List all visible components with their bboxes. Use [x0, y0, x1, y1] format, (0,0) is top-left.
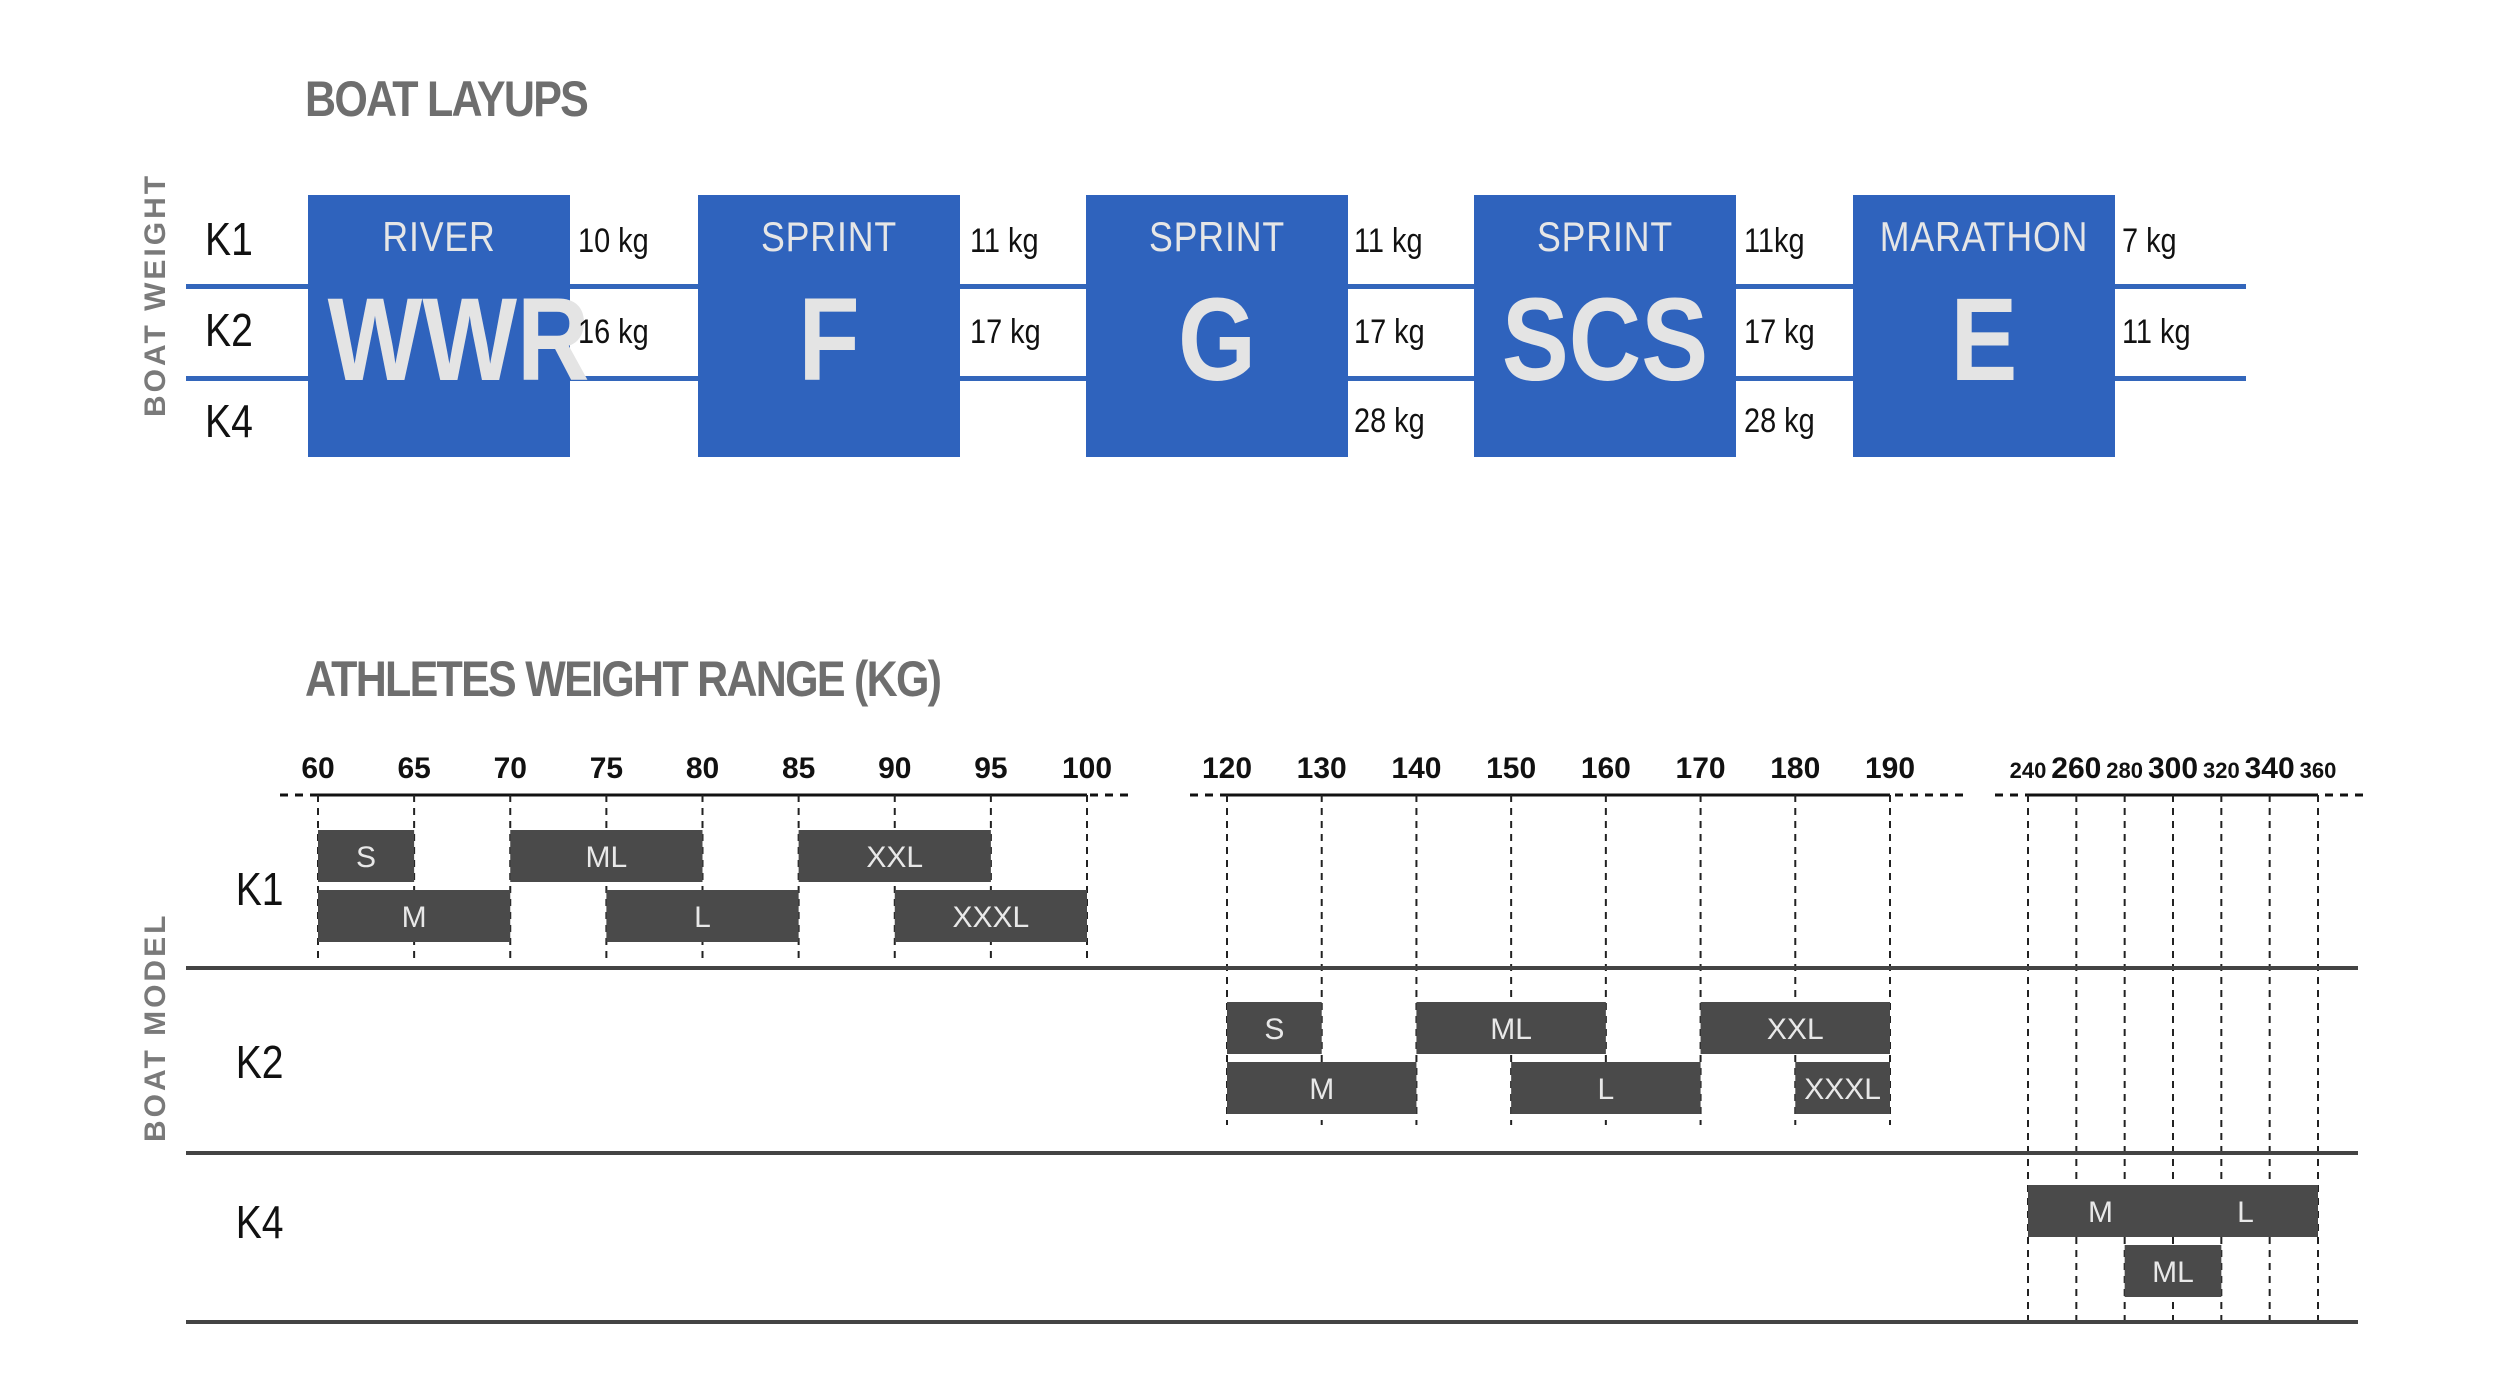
range-bar — [1795, 1062, 1890, 1114]
layup-weight: 17 kg — [1744, 313, 1815, 351]
layup-category: SPRINT — [760, 213, 897, 260]
range-bar-label: XXXL — [1804, 1073, 1881, 1106]
layup-weight: 17 kg — [1354, 313, 1425, 351]
range-bar-label: S — [1264, 1013, 1284, 1046]
weight-range-title: ATHLETES WEIGHT RANGE (KG) — [305, 651, 942, 707]
tick-label: 150 — [1486, 752, 1536, 785]
layup-weight: 28 kg — [1744, 402, 1815, 440]
boat-row-label: K4 — [236, 1197, 284, 1249]
layup-box-wwr: RIVER WWR — [308, 195, 590, 457]
range-bar — [798, 830, 991, 882]
range-bar-label: M — [1309, 1073, 1334, 1106]
layup-box-f: SPRINT F — [698, 195, 960, 457]
tick-label: 180 — [1770, 752, 1820, 785]
tick-label: 170 — [1676, 752, 1726, 785]
tick-label: 80 — [686, 752, 719, 785]
tick-label: 360 — [2300, 758, 2337, 783]
layup-row-label-k4: K4 — [205, 395, 253, 447]
layup-weight: 11 kg — [1354, 222, 1423, 260]
tick-label: 190 — [1865, 752, 1915, 785]
tick-label: 300 — [2148, 752, 2198, 785]
layup-weight: 16 kg — [578, 313, 649, 351]
tick-label: 95 — [974, 752, 1007, 785]
range-bar-label: ML — [2152, 1256, 2194, 1289]
tick-label: 140 — [1391, 752, 1441, 785]
layup-weight: 10 kg — [578, 222, 649, 260]
tick-label: 85 — [782, 752, 815, 785]
tick-label: 90 — [878, 752, 911, 785]
range-bar-label: XXL — [866, 841, 923, 874]
layup-weight: 11kg — [1744, 222, 1805, 260]
range-bar — [1227, 1062, 1417, 1114]
tick-label: 75 — [590, 752, 623, 785]
layup-code: E — [1950, 274, 2018, 406]
layup-row-label-k2: K2 — [205, 304, 253, 356]
range-bar — [894, 890, 1087, 942]
range-bar-label: ML — [586, 841, 628, 874]
tick-label: 160 — [1581, 752, 1631, 785]
range-bar-label: L — [694, 901, 711, 934]
layup-code: F — [798, 274, 860, 406]
layup-code: WWR — [327, 274, 590, 406]
layup-code: G — [1177, 274, 1257, 406]
layup-category: MARATHON — [1879, 213, 2089, 260]
tick-label: 260 — [2051, 752, 2101, 785]
tick-label: 240 — [2010, 758, 2047, 783]
range-bar — [1511, 1062, 1701, 1114]
range-bar — [1416, 1002, 1606, 1054]
tick-label: 320 — [2203, 758, 2240, 783]
boat-layups-title: BOAT LAYUPS — [305, 71, 589, 127]
range-bar-label: L — [1598, 1073, 1615, 1106]
layup-category: SPRINT — [1536, 213, 1673, 260]
range-bar — [606, 890, 799, 942]
range-bar-label: M — [2088, 1196, 2113, 1229]
range-bar-label: L — [2237, 1196, 2254, 1229]
range-bar-label: S — [356, 841, 376, 874]
boat-row-label: K1 — [236, 864, 284, 916]
range-bar — [510, 830, 703, 882]
range-bar — [318, 830, 415, 882]
layup-weight: 11 kg — [2122, 313, 2191, 351]
tick-label: 70 — [494, 752, 527, 785]
layup-code: SCS — [1501, 274, 1709, 406]
tick-label: 100 — [1062, 752, 1112, 785]
range-bar — [2173, 1185, 2318, 1237]
layup-category: SPRINT — [1148, 213, 1285, 260]
tick-label: 120 — [1202, 752, 1252, 785]
layup-category: RIVER — [382, 213, 496, 260]
range-bar — [2124, 1245, 2222, 1297]
range-bar-label: XXXL — [953, 901, 1030, 934]
range-bar — [2028, 1185, 2173, 1237]
layup-box-scs: SPRINT SCS — [1474, 195, 1736, 457]
tick-label: 340 — [2245, 752, 2295, 785]
range-bar-label: M — [402, 901, 427, 934]
layup-weight: 17 kg — [970, 313, 1041, 351]
boat-row-label: K2 — [236, 1037, 284, 1089]
range-bar-label: ML — [1490, 1013, 1532, 1046]
tick-label: 60 — [301, 752, 334, 785]
layup-box-g: SPRINT G — [1086, 195, 1348, 457]
layup-box-e: MARATHON E — [1853, 195, 2115, 457]
tick-label: 130 — [1297, 752, 1347, 785]
range-bar-label: XXL — [1767, 1013, 1824, 1046]
tick-label: 280 — [2106, 758, 2143, 783]
layup-weight: 28 kg — [1354, 402, 1425, 440]
layup-weight: 7 kg — [2122, 222, 2177, 260]
range-bar — [318, 890, 511, 942]
range-bar — [1227, 1002, 1322, 1054]
tick-label: 65 — [397, 752, 430, 785]
range-bar — [1700, 1002, 1890, 1054]
layup-weight: 11 kg — [970, 222, 1039, 260]
layup-row-label-k1: K1 — [205, 213, 253, 265]
